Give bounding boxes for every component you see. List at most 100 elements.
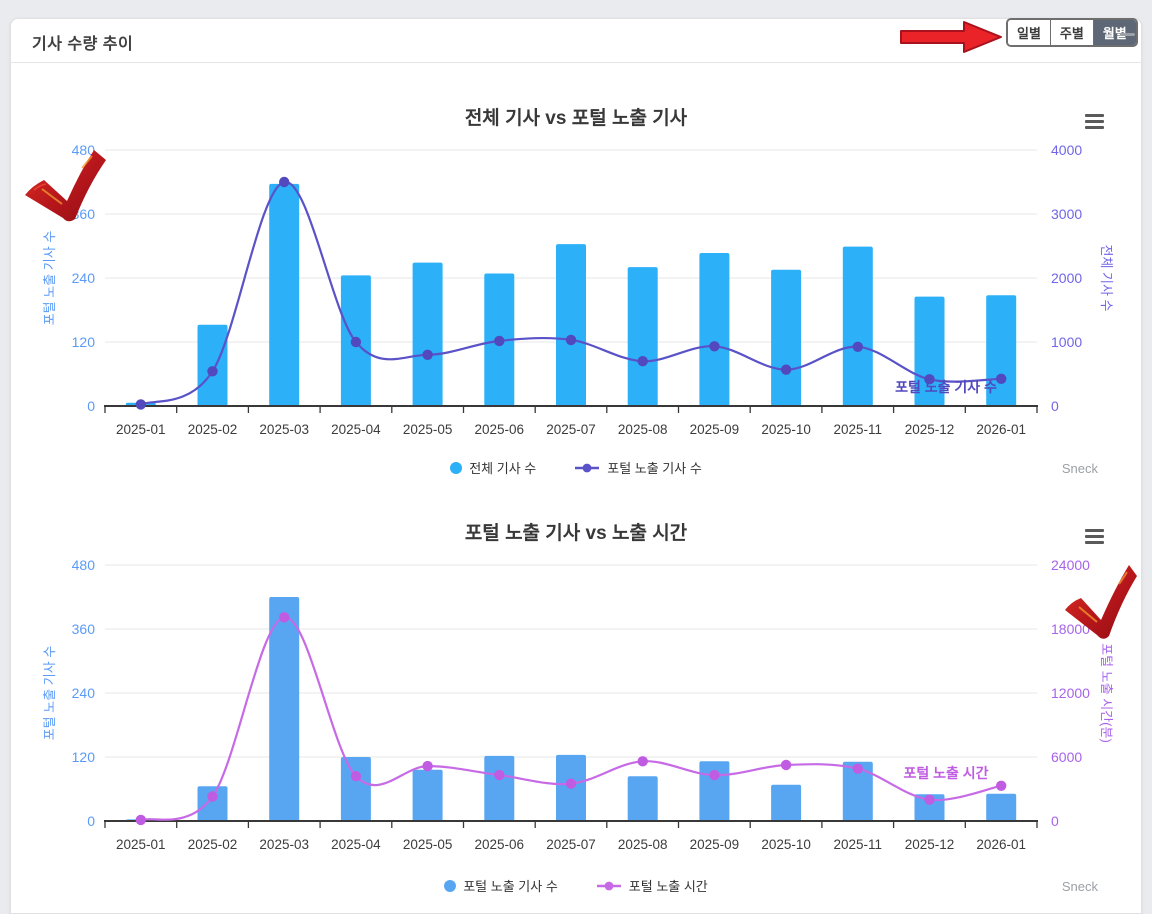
x-axis-label: 2025-12 xyxy=(905,422,955,437)
panel-header: 기사 수량 추이 일별 주별 월별 xyxy=(10,18,1142,63)
legend-label: 전체 기사 수 xyxy=(469,461,537,476)
right-axis-tick-label: 4000 xyxy=(1051,142,1082,158)
period-button-monthly[interactable]: 월별 xyxy=(1092,20,1136,45)
series-label: 포털 노출 기사 수 xyxy=(895,379,997,395)
collapse-button[interactable] xyxy=(1114,24,1140,44)
x-axis-label: 2025-10 xyxy=(761,837,811,852)
x-axis-label: 2025-07 xyxy=(546,422,596,437)
x-axis-label: 2026-01 xyxy=(976,837,1026,852)
x-axis-label: 2025-05 xyxy=(403,837,453,852)
bar-2025-05 xyxy=(412,769,443,821)
line-marker-2025-07 xyxy=(565,778,577,789)
bar-2025-03 xyxy=(269,183,300,406)
legend-item[interactable]: 전체 기사 수 xyxy=(450,458,536,477)
line-marker-2025-01 xyxy=(135,814,146,826)
left-axis-tick-label: 120 xyxy=(72,749,96,765)
x-axis-label: 2025-05 xyxy=(403,422,453,437)
line-marker-2025-09 xyxy=(709,769,720,781)
legend-circle-icon xyxy=(450,461,463,474)
line-marker-2025-12 xyxy=(924,374,935,385)
series-label: 포털 노출 시간 xyxy=(903,765,988,781)
right-axis-tick-label: 6000 xyxy=(1051,749,1082,765)
x-axis-label: 2025-02 xyxy=(188,837,238,852)
x-axis-label: 2025-04 xyxy=(331,422,381,437)
legend-item[interactable]: 포털 노출 기사 수 xyxy=(444,876,558,895)
legend-label: 포털 노출 기사 수 xyxy=(463,879,558,894)
legend-item[interactable]: 포털 노출 시간 xyxy=(596,876,708,895)
legend-item[interactable]: 포털 노출 기사 수 xyxy=(574,458,702,477)
bar-2025-07 xyxy=(556,244,586,406)
bar-2025-08 xyxy=(627,267,658,406)
bar-2025-04 xyxy=(340,757,371,821)
panel-title: 기사 수량 추이 xyxy=(32,36,134,53)
line-marker-2026-01 xyxy=(996,780,1007,791)
bar-2025-09 xyxy=(699,253,730,406)
line-marker-2025-06 xyxy=(494,335,505,347)
line-marker-2025-12 xyxy=(924,794,935,805)
x-axis-label: 2025-01 xyxy=(116,422,166,437)
x-axis-label: 2025-06 xyxy=(475,422,525,437)
line-marker-2025-10 xyxy=(780,364,792,375)
line-marker-2026-01 xyxy=(996,373,1007,384)
red-checkmark-annotation-2 xyxy=(1065,565,1137,639)
legend-label: 포털 노출 기사 수 xyxy=(607,461,702,476)
bar-2025-12 xyxy=(914,296,945,406)
period-button-daily[interactable]: 일별 xyxy=(1008,20,1050,45)
legend-circle-icon xyxy=(444,879,457,892)
x-axis-label: 2025-02 xyxy=(188,422,238,437)
right-axis-tick-label: 24000 xyxy=(1051,557,1090,573)
bar-2026-01 xyxy=(986,793,1017,821)
right-axis-tick-label: 2000 xyxy=(1051,270,1082,286)
line-marker-2025-04 xyxy=(350,771,362,782)
period-button-weekly[interactable]: 주별 xyxy=(1049,20,1093,45)
bar-2025-03 xyxy=(269,597,300,821)
bar-2025-05 xyxy=(412,262,443,406)
chart-portal-vs-time: 0 120 240 360 480 0 6000 12000 18000 24000 포털 노출 기… xyxy=(10,505,1142,912)
right-axis-tick-label: 0 xyxy=(1051,398,1059,414)
line-marker-2025-10 xyxy=(780,759,792,771)
watermark: Sneck xyxy=(1061,461,1098,476)
line-marker-2025-05 xyxy=(422,349,433,360)
line-marker-2025-06 xyxy=(494,769,505,781)
period-toggle-group: 일별 주별 월별 xyxy=(1006,18,1138,47)
left-axis-tick-label: 480 xyxy=(72,142,96,158)
right-axis-tick-label: 18000 xyxy=(1051,621,1090,637)
right-axis-tick-label: 3000 xyxy=(1051,206,1082,222)
line-marker-2025-08 xyxy=(637,756,648,767)
chart-plot: 0 120 240 360 480 0 6000 12000 18000 24000 포털 노출 기… xyxy=(42,522,1114,852)
line-marker-2025-04 xyxy=(350,336,362,348)
x-axis-label: 2025-12 xyxy=(905,837,955,852)
left-axis-tick-label: 0 xyxy=(87,813,95,829)
x-axis-label: 2026-01 xyxy=(976,422,1026,437)
left-axis-tick-label: 240 xyxy=(72,270,96,286)
line-marker-2025-01 xyxy=(135,399,146,410)
x-axis-label: 2025-03 xyxy=(259,837,309,852)
chart-menu-button[interactable] xyxy=(1085,529,1105,545)
x-axis-label: 2025-08 xyxy=(618,422,668,437)
chart-legend: 전체 기사 수 포털 노출 기사 수 xyxy=(10,458,1142,477)
bar-2025-10 xyxy=(771,784,802,821)
line-marker-2025-03 xyxy=(279,612,290,623)
bar-2025-02 xyxy=(197,324,228,406)
right-axis-tick-label: 12000 xyxy=(1051,685,1090,701)
legend-line-dot-icon xyxy=(575,463,600,472)
line-marker-2025-08 xyxy=(637,356,648,367)
left-axis-tick-label: 360 xyxy=(72,621,96,637)
right-axis-tick-label: 0 xyxy=(1051,813,1059,829)
red-checkmark-annotation-1 xyxy=(25,150,106,222)
chart-title: 포털 노출 기사 vs 노출 시간 xyxy=(465,522,688,544)
watermark: Sneck xyxy=(1061,879,1098,894)
x-axis-label: 2025-10 xyxy=(761,422,811,437)
chart-menu-button[interactable] xyxy=(1085,114,1105,130)
chart-legend: 포털 노출 기사 수 포털 노출 시간 xyxy=(10,876,1142,895)
left-axis-title: 포털 노출 기사 수 xyxy=(42,231,57,326)
x-axis-label: 2025-08 xyxy=(618,837,668,852)
left-axis-tick-label: 0 xyxy=(87,398,95,414)
line-marker-2025-11 xyxy=(852,341,863,352)
line-marker-2025-09 xyxy=(709,341,720,352)
x-axis-label: 2025-07 xyxy=(546,837,596,852)
x-axis-label: 2025-11 xyxy=(834,837,883,852)
right-axis-title: 포털 노출 시간(분) xyxy=(1099,643,1114,743)
left-axis-tick-label: 480 xyxy=(72,557,96,573)
